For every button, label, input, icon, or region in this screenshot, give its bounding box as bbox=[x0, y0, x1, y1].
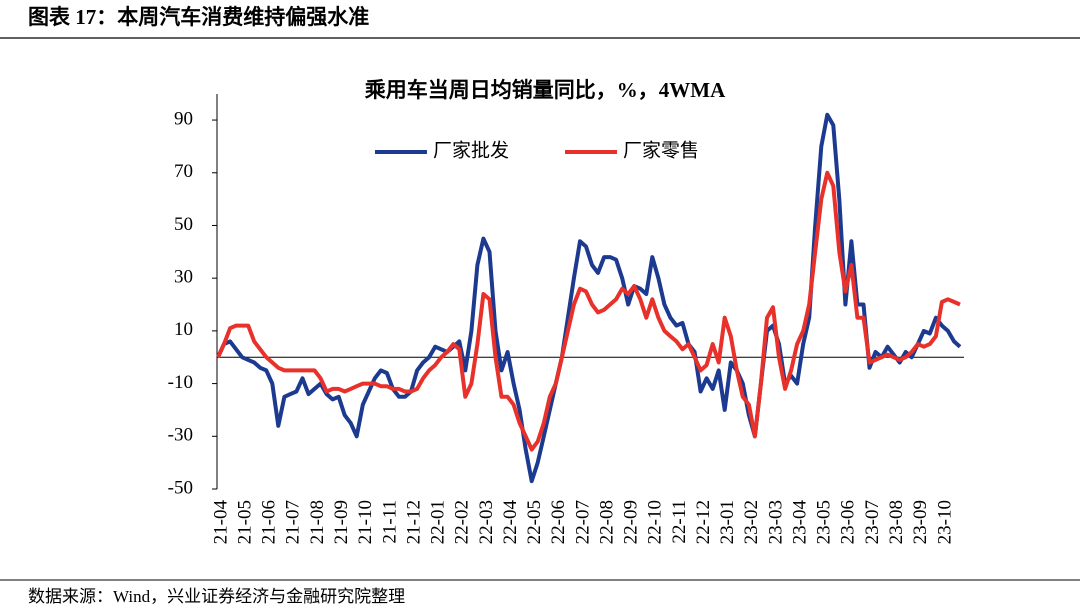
x-tick-label: 23-07 bbox=[862, 500, 883, 544]
x-tick-label: 22-09 bbox=[621, 500, 642, 544]
x-tick-label: 22-01 bbox=[428, 500, 449, 544]
x-tick-label: 21-07 bbox=[283, 500, 304, 544]
x-tick-label: 22-03 bbox=[476, 500, 497, 544]
x-tick-label: 23-03 bbox=[765, 500, 786, 544]
y-tick-label: -30 bbox=[168, 425, 193, 446]
x-tick-label: 22-10 bbox=[645, 500, 666, 544]
y-tick-label: 10 bbox=[174, 319, 193, 340]
x-tick-label: 22-12 bbox=[693, 500, 714, 544]
x-tick-label: 22-07 bbox=[572, 500, 593, 544]
y-tick-label: 70 bbox=[174, 161, 193, 182]
x-tick-label: 23-01 bbox=[717, 500, 738, 544]
legend-label: 厂家批发 bbox=[433, 139, 509, 161]
x-tick-label: 23-09 bbox=[910, 500, 931, 544]
legend-label: 厂家零售 bbox=[623, 139, 699, 161]
x-tick-label: 23-04 bbox=[789, 500, 810, 545]
x-tick-label: 21-08 bbox=[307, 500, 328, 544]
x-tick-label: 21-09 bbox=[331, 500, 352, 544]
x-tick-label: 21-04 bbox=[210, 500, 231, 545]
x-tick-label: 23-06 bbox=[838, 500, 859, 544]
x-tick-label: 23-08 bbox=[886, 500, 907, 544]
y-tick-label: 50 bbox=[174, 214, 193, 235]
x-tick-label: 22-05 bbox=[524, 500, 545, 544]
source-note: 数据来源：Wind，兴业证券经济与金融研究院整理 bbox=[28, 587, 405, 606]
x-tick-label: 23-02 bbox=[741, 500, 762, 544]
x-tick-label: 21-11 bbox=[379, 500, 400, 544]
series-line bbox=[216, 112, 962, 484]
x-tick-label: 21-12 bbox=[403, 500, 424, 544]
x-tick-label: 22-11 bbox=[669, 500, 690, 544]
series-line bbox=[216, 170, 961, 452]
x-tick-label: 21-06 bbox=[259, 500, 280, 544]
x-tick-label: 23-05 bbox=[814, 500, 835, 544]
x-tick-label: 21-05 bbox=[234, 500, 255, 544]
x-tick-label: 21-10 bbox=[355, 500, 376, 544]
y-tick-label: 30 bbox=[174, 267, 193, 288]
figure-title: 图表 17：本周汽车消费维持偏强水准 bbox=[28, 5, 369, 29]
x-tick-label: 22-04 bbox=[500, 500, 521, 545]
chart-title: 乘用车当周日均销量同比，%，4WMA bbox=[364, 78, 726, 102]
x-tick-label: 22-02 bbox=[452, 500, 473, 544]
x-tick-label: 22-08 bbox=[596, 500, 617, 544]
x-tick-label: 22-06 bbox=[548, 500, 569, 544]
y-tick-label: -10 bbox=[168, 372, 193, 393]
y-tick-label: 90 bbox=[174, 108, 193, 129]
y-tick-label: -50 bbox=[168, 477, 193, 498]
x-tick-label: 23-10 bbox=[934, 500, 955, 544]
